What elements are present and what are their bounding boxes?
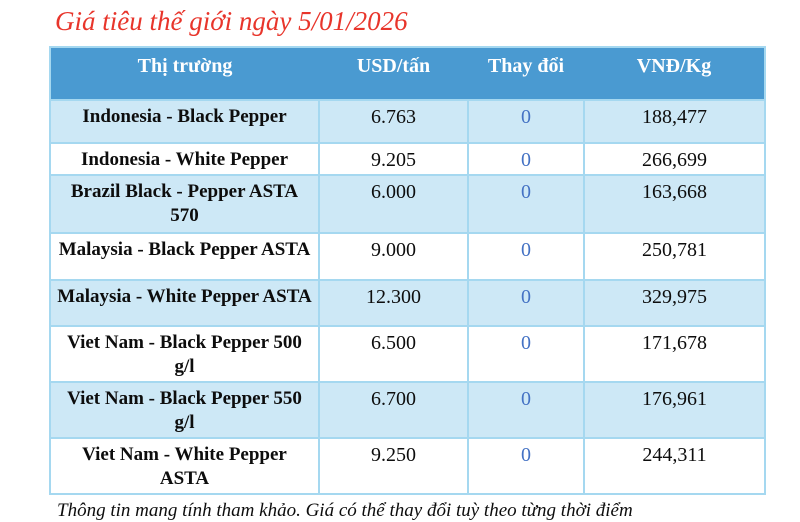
usd-cell: 9.250 [318,437,469,495]
table-row: Indonesia - Black Pepper 6.763 0 188,477 [49,99,766,144]
page-title: Giá tiêu thế giới ngày 5/01/2026 [55,6,408,36]
table-body: Indonesia - Black Pepper 6.763 0 188,477… [49,99,766,495]
market-cell: Malaysia - Black Pepper ASTA [49,232,320,281]
table-row: Malaysia - Black Pepper ASTA 9.000 0 250… [49,232,766,281]
change-cell: 0 [467,142,585,176]
change-cell: 0 [467,99,585,144]
market-cell: Brazil Black - Pepper ASTA 570 [49,174,320,234]
disclaimer-text: Thông tin mang tính tham khảo. Giá có th… [57,500,633,521]
usd-cell: 6.700 [318,381,469,439]
usd-cell: 9.000 [318,232,469,281]
market-cell: Malaysia - White Pepper ASTA [49,279,320,327]
table-row: Malaysia - White Pepper ASTA 12.300 0 32… [49,279,766,327]
usd-cell: 12.300 [318,279,469,327]
change-cell: 0 [467,437,585,495]
vnd-cell: 163,668 [583,174,766,234]
vnd-cell: 188,477 [583,99,766,144]
change-cell: 0 [467,381,585,439]
market-cell: Viet Nam - Black Pepper 500 g/l [49,325,320,383]
column-header-vnd: VNĐ/Kg [584,47,765,101]
table-row: Viet Nam - Black Pepper 500 g/l 6.500 0 … [49,325,766,383]
table-header: Thị trường USD/tấn Thay đổi VNĐ/Kg [50,47,765,101]
page: Giá tiêu thế giới ngày 5/01/2026 Thị trư… [0,3,800,521]
vnd-cell: 266,699 [583,142,766,176]
usd-cell: 9.205 [318,142,469,176]
table-row: Viet Nam - White Pepper ASTA 9.250 0 244… [49,437,766,495]
usd-cell: 6.000 [318,174,469,234]
table-row: Indonesia - White Pepper 9.205 0 266,699 [49,142,766,176]
vnd-cell: 329,975 [583,279,766,327]
vnd-cell: 244,311 [583,437,766,495]
column-header-market: Thị trường [50,47,319,101]
table-row: Viet Nam - Black Pepper 550 g/l 6.700 0 … [49,381,766,439]
market-cell: Viet Nam - White Pepper ASTA [49,437,320,495]
column-header-change: Thay đổi [468,47,584,101]
market-cell: Viet Nam - Black Pepper 550 g/l [49,381,320,439]
vnd-cell: 176,961 [583,381,766,439]
market-cell: Indonesia - Black Pepper [49,99,320,144]
table-header-row: Thị trường USD/tấn Thay đổi VNĐ/Kg [50,47,765,101]
table-row: Brazil Black - Pepper ASTA 570 6.000 0 1… [49,174,766,234]
column-header-usd: USD/tấn [319,47,468,101]
vnd-cell: 250,781 [583,232,766,281]
change-cell: 0 [467,279,585,327]
market-cell: Indonesia - White Pepper [49,142,320,176]
price-table: Thị trường USD/tấn Thay đổi VNĐ/Kg Indon… [49,46,766,495]
usd-cell: 6.500 [318,325,469,383]
change-cell: 0 [467,232,585,281]
change-cell: 0 [467,325,585,383]
change-cell: 0 [467,174,585,234]
usd-cell: 6.763 [318,99,469,144]
vnd-cell: 171,678 [583,325,766,383]
